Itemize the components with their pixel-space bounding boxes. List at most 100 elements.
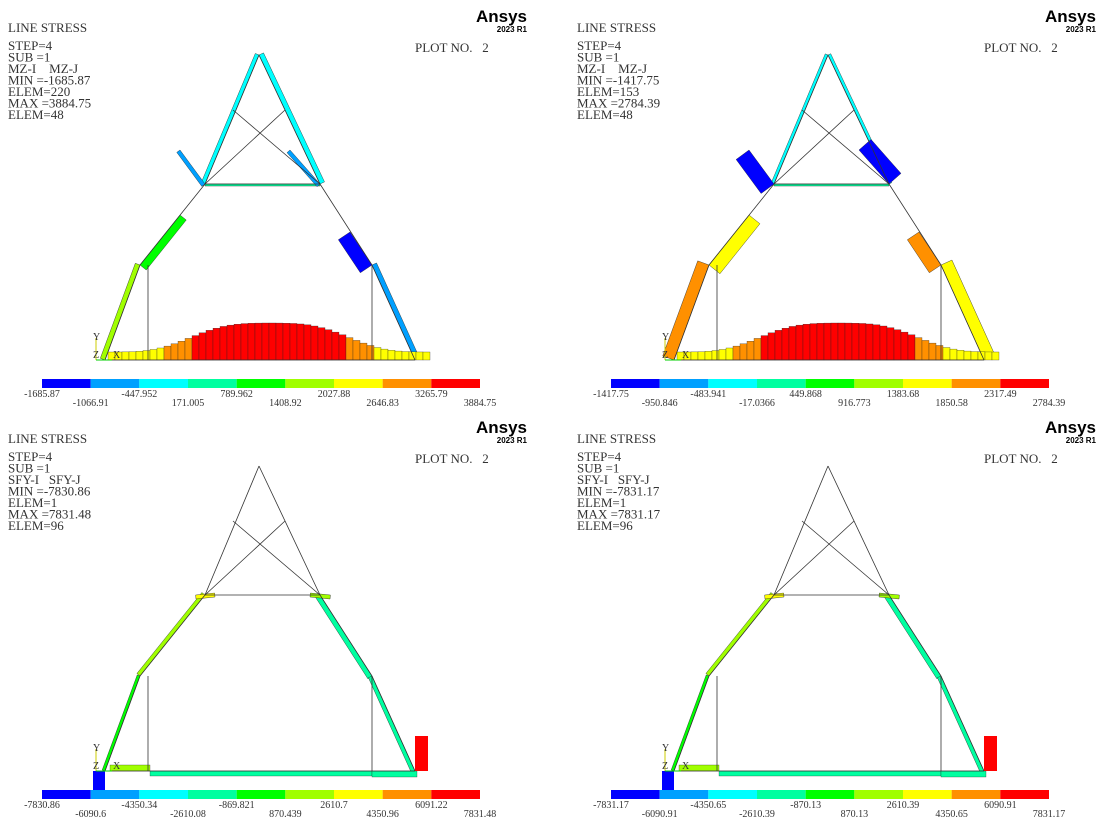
- stress-strip: [761, 336, 768, 360]
- plot-panel: LINE STRESSSTEP=4SUB =1SFY-I SFY-JMIN =-…: [577, 418, 1097, 820]
- truss-member: [941, 265, 984, 360]
- legend-label: 1383.68: [887, 389, 920, 400]
- stress-strip: [102, 675, 140, 771]
- stress-strip: [318, 328, 325, 360]
- stress-strip: [367, 345, 374, 360]
- stress-strip: [768, 333, 775, 360]
- truss-member: [828, 55, 889, 184]
- legend-band: [285, 379, 334, 388]
- legend-label: 6091.22: [415, 800, 448, 811]
- stress-strip: [372, 263, 420, 360]
- stress-strip: [234, 324, 241, 360]
- stress-strip: [259, 53, 325, 184]
- legend-band: [806, 379, 855, 388]
- screen: LINE STRESSSTEP=4SUB =1MZ-I MZ-JMIN =-16…: [0, 0, 1098, 822]
- stress-strip: [941, 771, 986, 777]
- legend-label: -1417.75: [593, 389, 629, 400]
- legend-label: -4350.65: [690, 800, 726, 811]
- stress-strip: [712, 351, 719, 360]
- triad-label: Y: [662, 332, 669, 343]
- legend-label: 2610.39: [887, 800, 920, 811]
- legend-label: 4350.96: [366, 809, 399, 820]
- legend-label: 1850.58: [935, 398, 968, 409]
- triad-label: Y: [662, 743, 669, 754]
- stress-strip: [941, 260, 995, 360]
- stress-strip: [824, 323, 831, 360]
- stress-strip: [177, 150, 205, 186]
- triad-label: X: [113, 350, 121, 361]
- stress-strip: [705, 351, 712, 360]
- stress-strip: [311, 326, 318, 360]
- legend-label: -6090.6: [75, 809, 106, 820]
- legend-label: 789.962: [220, 389, 253, 400]
- plot-title: LINE STRESS: [8, 20, 87, 35]
- truss-member: [828, 466, 889, 595]
- stress-strip: [880, 326, 887, 360]
- brand: Ansys: [476, 418, 527, 437]
- stress-strip: [372, 771, 417, 777]
- legend-label: -6090.91: [642, 809, 678, 820]
- legend-band: [334, 379, 383, 388]
- legend-band: [854, 379, 903, 388]
- legend-label: -17.0366: [739, 398, 775, 409]
- stress-strip: [709, 215, 760, 274]
- legend-label: 7831.48: [464, 809, 497, 820]
- legend-label: 4350.65: [935, 809, 968, 820]
- stress-strip: [290, 323, 297, 360]
- stress-strip: [416, 352, 423, 360]
- truss-member: [205, 521, 285, 595]
- brand: Ansys: [1045, 418, 1096, 437]
- plot-info: ELEM=96: [577, 518, 633, 533]
- plot-info: ELEM=48: [8, 107, 64, 122]
- legend-band: [91, 379, 140, 388]
- legend-band: [806, 790, 855, 799]
- truss-member: [259, 55, 320, 184]
- stress-strip: [332, 332, 339, 360]
- brand: Ansys: [1045, 7, 1096, 26]
- stress-strip: [662, 771, 674, 791]
- stress-strip: [346, 338, 353, 360]
- truss-member: [205, 466, 259, 595]
- legend-label: 2646.83: [366, 398, 399, 409]
- truss-member: [140, 184, 205, 265]
- stress-strip: [771, 54, 828, 184]
- stress-strip: [740, 344, 747, 360]
- legend-band: [383, 790, 432, 799]
- stress-strip: [199, 333, 206, 360]
- stress-strip: [185, 338, 192, 360]
- legend-label: 870.13: [841, 809, 869, 820]
- legend-label: 2027.88: [318, 389, 351, 400]
- stress-strip: [663, 261, 709, 360]
- stress-strip: [950, 349, 957, 360]
- version: 2023 R1: [497, 25, 528, 34]
- stress-strip: [957, 350, 964, 360]
- stress-strip: [971, 352, 978, 360]
- legend-label: 171.005: [172, 398, 205, 409]
- stress-strip: [838, 323, 845, 360]
- plot-panel: LINE STRESSSTEP=4SUB =1MZ-I MZ-JMIN =-14…: [577, 7, 1097, 409]
- stress-strip: [150, 771, 372, 776]
- stress-strip: [409, 352, 416, 360]
- truss-member: [889, 595, 941, 676]
- brand: Ansys: [476, 7, 527, 26]
- legend-label: 2317.49: [984, 389, 1017, 400]
- truss-member: [774, 466, 828, 595]
- stress-strip: [908, 335, 915, 360]
- truss-member: [320, 595, 372, 676]
- stress-strip: [775, 330, 782, 360]
- legend-label: 2610.7: [320, 800, 348, 811]
- stress-strip: [248, 323, 255, 360]
- stress-strip: [789, 326, 796, 360]
- stress-strip: [283, 323, 290, 360]
- legend-band: [237, 379, 286, 388]
- legend-band: [139, 379, 188, 388]
- legend-label: 1408.92: [269, 398, 302, 409]
- truss-member: [941, 676, 984, 771]
- legend-band: [708, 790, 757, 799]
- legend-band: [188, 379, 237, 388]
- stress-strip: [810, 324, 817, 360]
- stress-strip: [984, 736, 997, 771]
- stress-strip: [316, 595, 372, 679]
- stress-strip: [276, 323, 283, 360]
- stress-strip: [192, 336, 199, 360]
